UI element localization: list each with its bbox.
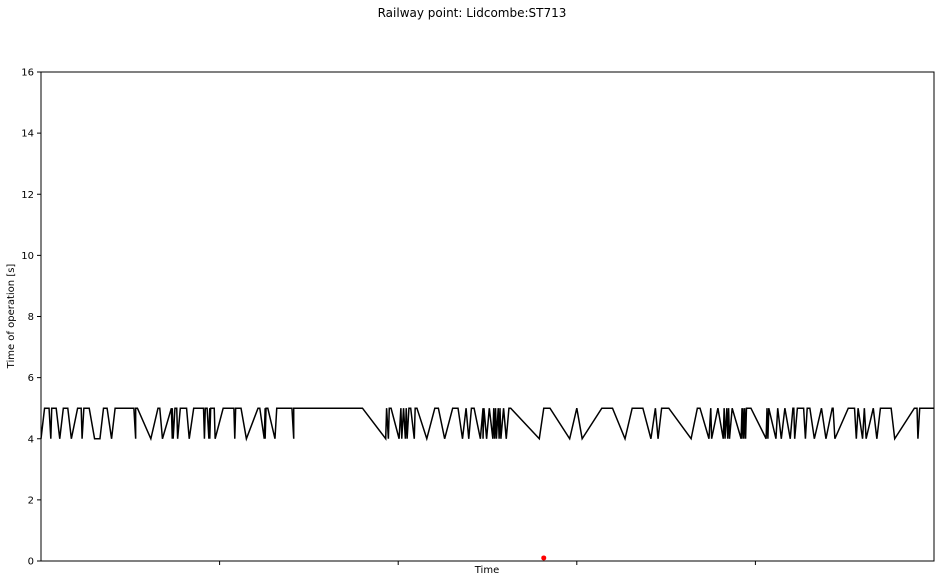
series-line-0 bbox=[40, 407, 934, 442]
x-axis bbox=[219, 561, 756, 565]
y-tick-label: 10 bbox=[21, 251, 34, 262]
data-point-marker bbox=[541, 555, 547, 561]
y-tick-label: 12 bbox=[21, 190, 34, 201]
x-axis-label: Time bbox=[474, 565, 499, 576]
chart-title: Railway point: Lidcombe:ST713 bbox=[378, 6, 567, 20]
y-tick-label: 0 bbox=[28, 557, 34, 568]
y-axis-label: Time of operation [s] bbox=[6, 264, 17, 370]
y-tick-label: 4 bbox=[28, 434, 34, 445]
plot-area bbox=[40, 407, 934, 561]
y-tick-label: 6 bbox=[28, 373, 34, 384]
y-tick-label: 14 bbox=[21, 129, 34, 140]
y-tick-label: 8 bbox=[28, 312, 34, 323]
plot-frame bbox=[40, 71, 935, 562]
y-tick-label: 16 bbox=[21, 68, 34, 79]
y-tick-label: 2 bbox=[28, 495, 34, 506]
y-axis: 0 2 4 6 8 10 12 14 16 bbox=[21, 68, 41, 568]
